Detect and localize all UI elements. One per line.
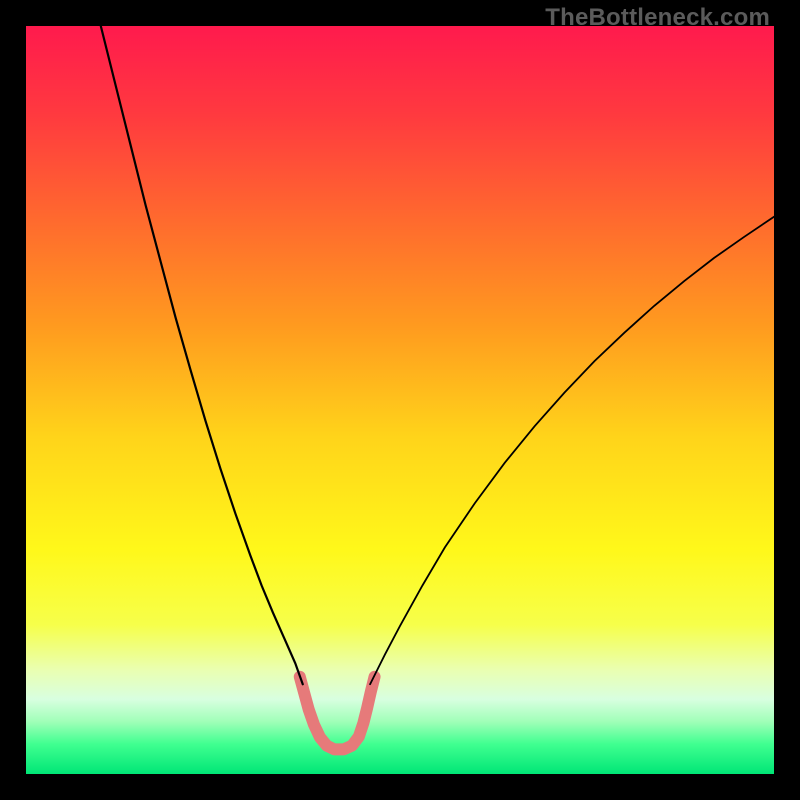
watermark-text: TheBottleneck.com [545,4,770,32]
plot-background [26,26,774,774]
plot-svg [26,26,774,774]
plot-area [26,26,774,774]
outer-frame: TheBottleneck.com [0,0,800,800]
